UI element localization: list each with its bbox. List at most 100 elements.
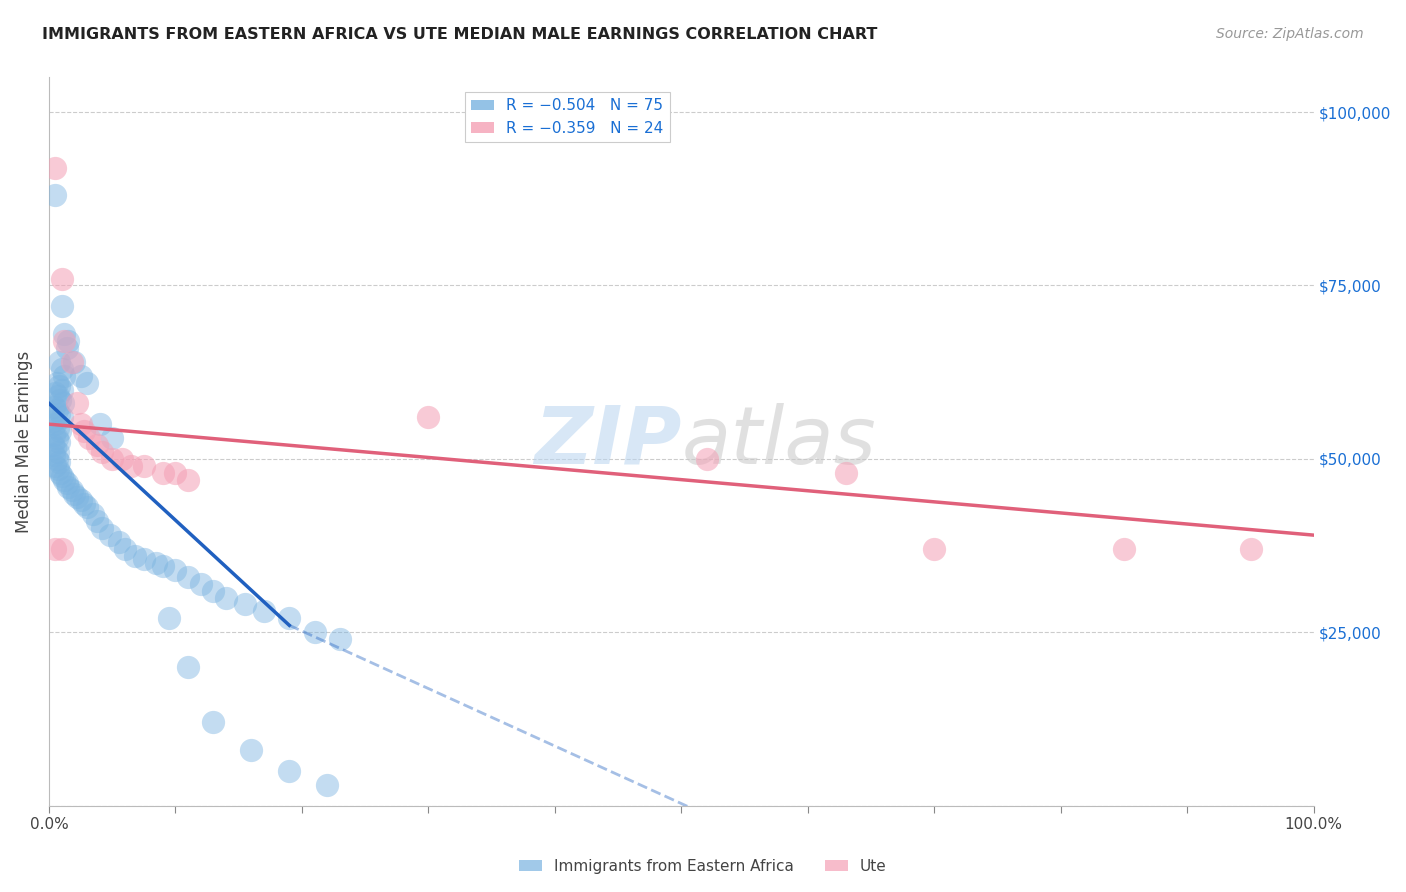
- Point: [45, 376, 67, 390]
- Point: [56, 334, 79, 348]
- Point: [55, 476, 77, 491]
- Point: [52, 396, 75, 410]
- Point: [48, 455, 70, 469]
- Point: [696, 451, 718, 466]
- Point: [44, 417, 66, 432]
- Point: [53, 326, 76, 341]
- Point: [46, 420, 69, 434]
- Point: [66, 396, 89, 410]
- Point: [53, 334, 76, 348]
- Point: [101, 431, 124, 445]
- Point: [304, 625, 326, 640]
- Point: [98, 528, 121, 542]
- Point: [46, 462, 69, 476]
- Point: [152, 559, 174, 574]
- Point: [120, 458, 142, 473]
- Point: [278, 764, 301, 778]
- Text: IMMIGRANTS FROM EASTERN AFRICA VS UTE MEDIAN MALE EARNINGS CORRELATION CHART: IMMIGRANTS FROM EASTERN AFRICA VS UTE ME…: [42, 27, 877, 42]
- Point: [44, 188, 66, 202]
- Point: [51, 271, 73, 285]
- Point: [46, 389, 69, 403]
- Point: [835, 466, 858, 480]
- Point: [165, 466, 187, 480]
- Point: [240, 743, 263, 757]
- Point: [89, 417, 111, 432]
- Point: [152, 466, 174, 480]
- Point: [190, 576, 212, 591]
- Point: [42, 414, 65, 428]
- Point: [60, 355, 83, 369]
- Point: [82, 508, 104, 522]
- Point: [157, 611, 180, 625]
- Point: [924, 541, 946, 556]
- Point: [45, 403, 67, 417]
- Point: [51, 299, 73, 313]
- Point: [73, 497, 96, 511]
- Point: [49, 424, 72, 438]
- Point: [165, 563, 187, 577]
- Point: [91, 521, 114, 535]
- Point: [76, 376, 98, 390]
- Point: [107, 535, 129, 549]
- Point: [215, 591, 238, 605]
- Point: [51, 541, 73, 556]
- Point: [49, 392, 72, 407]
- Point: [48, 434, 70, 449]
- Text: Source: ZipAtlas.com: Source: ZipAtlas.com: [1216, 27, 1364, 41]
- Point: [55, 341, 77, 355]
- Point: [79, 431, 101, 445]
- Point: [316, 778, 339, 792]
- Point: [1239, 541, 1261, 556]
- Point: [86, 438, 108, 452]
- Point: [278, 611, 301, 625]
- Point: [91, 445, 114, 459]
- Point: [49, 466, 72, 480]
- Point: [101, 451, 124, 466]
- Point: [46, 445, 69, 459]
- Point: [177, 660, 200, 674]
- Y-axis label: Median Male Earnings: Median Male Earnings: [15, 351, 32, 533]
- Point: [124, 549, 146, 563]
- Point: [42, 438, 65, 452]
- Point: [51, 361, 73, 376]
- Point: [48, 407, 70, 421]
- Point: [53, 368, 76, 383]
- Point: [329, 632, 352, 647]
- Point: [1112, 541, 1135, 556]
- Point: [42, 400, 65, 414]
- Point: [69, 368, 91, 383]
- Point: [233, 598, 256, 612]
- Point: [53, 473, 76, 487]
- Point: [177, 570, 200, 584]
- Point: [86, 514, 108, 528]
- Point: [69, 417, 91, 432]
- Point: [44, 458, 66, 473]
- Point: [145, 556, 167, 570]
- Point: [177, 473, 200, 487]
- Point: [76, 500, 98, 515]
- Point: [45, 451, 67, 466]
- Point: [66, 490, 89, 504]
- Point: [48, 379, 70, 393]
- Point: [69, 493, 91, 508]
- Point: [48, 355, 70, 369]
- Point: [60, 483, 83, 497]
- Point: [42, 449, 65, 463]
- Point: [132, 552, 155, 566]
- Text: atlas: atlas: [682, 402, 876, 481]
- Point: [132, 458, 155, 473]
- Point: [63, 355, 86, 369]
- Legend: R = −0.504   N = 75, R = −0.359   N = 24: R = −0.504 N = 75, R = −0.359 N = 24: [465, 93, 669, 142]
- Point: [42, 427, 65, 442]
- Point: [51, 469, 73, 483]
- Point: [44, 161, 66, 175]
- Point: [44, 386, 66, 401]
- Point: [44, 442, 66, 456]
- Point: [73, 424, 96, 438]
- Legend: Immigrants from Eastern Africa, Ute: Immigrants from Eastern Africa, Ute: [513, 853, 893, 880]
- Point: [111, 451, 134, 466]
- Point: [44, 541, 66, 556]
- Point: [56, 480, 79, 494]
- Point: [418, 410, 440, 425]
- Point: [114, 541, 136, 556]
